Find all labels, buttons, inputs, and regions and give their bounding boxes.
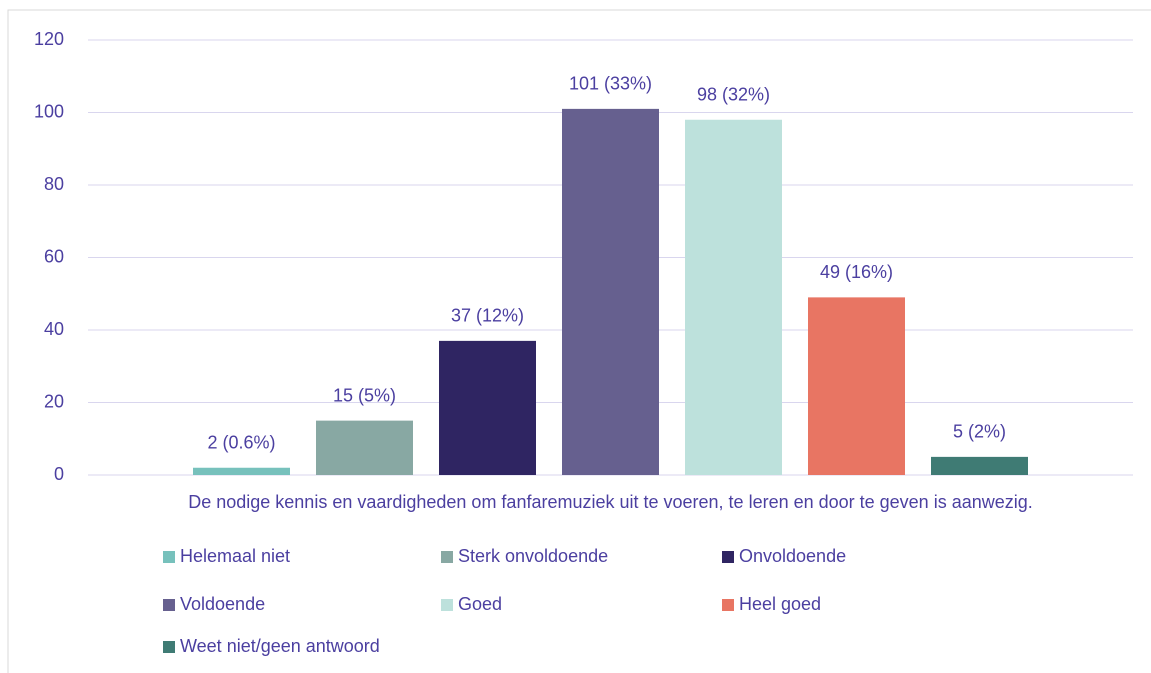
y-tick-label: 20: [44, 391, 64, 411]
x-tick-label: De nodige kennis en vaardigheden om fanf…: [188, 492, 1033, 512]
data-label: 5 (2%): [953, 422, 1006, 442]
legend-swatch: [163, 641, 175, 653]
bar: [439, 340, 536, 475]
data-label: 37 (12%): [451, 306, 524, 326]
bar: [685, 119, 782, 475]
data-label: 101 (33%): [569, 74, 652, 94]
bar: [316, 420, 413, 475]
legend-label: Helemaal niet: [180, 546, 290, 566]
y-tick-label: 40: [44, 319, 64, 339]
data-label: 2 (0.6%): [207, 433, 275, 453]
bar: [193, 467, 290, 475]
bar: [808, 297, 905, 475]
y-tick-label: 0: [54, 464, 64, 484]
data-label: 98 (32%): [697, 85, 770, 105]
bar: [562, 108, 659, 475]
legend-swatch: [163, 599, 175, 611]
legend-label: Heel goed: [739, 594, 821, 614]
legend-swatch: [163, 551, 175, 563]
y-tick-label: 120: [34, 29, 64, 49]
legend-label: Voldoende: [180, 594, 265, 614]
y-tick-label: 60: [44, 246, 64, 266]
legend-swatch: [722, 551, 734, 563]
y-tick-label: 100: [34, 101, 64, 121]
data-label: 15 (5%): [333, 385, 396, 405]
frame: [7, 9, 1151, 673]
bar: [931, 456, 1028, 475]
data-label: 49 (16%): [820, 262, 893, 282]
legend-label: Goed: [458, 594, 502, 614]
legend-swatch: [441, 551, 453, 563]
legend-label: Sterk onvoldoende: [458, 546, 608, 566]
y-tick-label: 80: [44, 174, 64, 194]
legend-swatch: [441, 599, 453, 611]
legend-label: Onvoldoende: [739, 546, 846, 566]
legend-swatch: [722, 599, 734, 611]
legend-label: Weet niet/geen antwoord: [180, 636, 380, 656]
